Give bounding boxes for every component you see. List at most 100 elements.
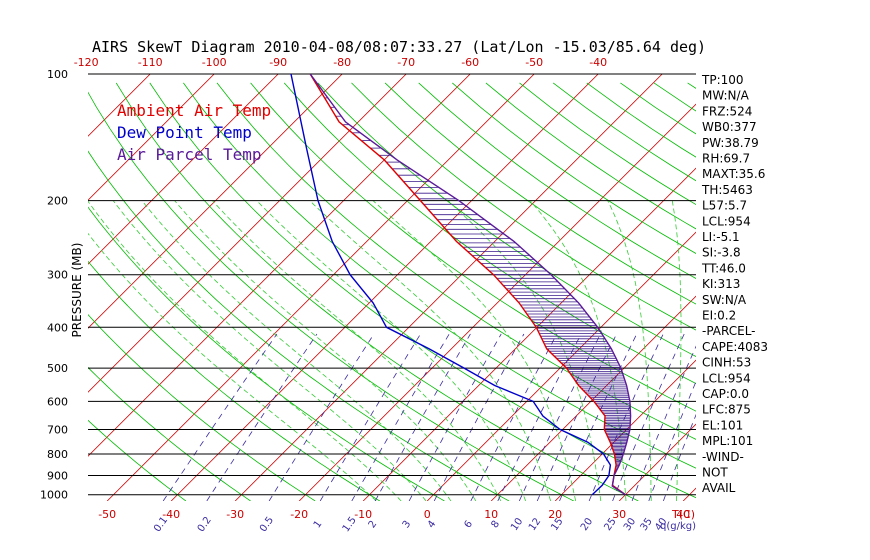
mixing-ratio-tick-label: 6 xyxy=(462,519,475,531)
dry-adiabat-line xyxy=(88,366,251,501)
legend: Ambient Air Temp Dew Point Temp Air Parc… xyxy=(117,101,271,164)
sounding-index-item: MW:N/A xyxy=(702,89,750,103)
pressure-tick-label: 100 xyxy=(47,68,68,81)
moist-adiabat-line xyxy=(256,200,527,501)
sounding-index-item: SI:-3.8 xyxy=(702,246,741,260)
legend-ambient-air-temp: Ambient Air Temp xyxy=(117,101,271,120)
mixing-ratio-line xyxy=(268,333,375,501)
sounding-index-item: WB0:377 xyxy=(702,120,757,134)
moist-adiabat-line xyxy=(88,232,377,501)
top-temp-tick-label: -110 xyxy=(138,56,163,69)
isotherm-line xyxy=(0,74,22,501)
sounding-index-item: L57:5.7 xyxy=(702,199,747,213)
bottom-temp-tick-label: 10 xyxy=(484,508,498,521)
legend-air-parcel-temp: Air Parcel Temp xyxy=(117,145,262,164)
dew-point-temp-line xyxy=(290,74,612,496)
mixing-ratio-line xyxy=(612,333,685,501)
dry-adiabat-line xyxy=(88,91,574,501)
mixing-ratio-line xyxy=(319,333,421,501)
dry-adiabat-line xyxy=(88,260,381,501)
top-temp-tick-label: -50 xyxy=(525,56,543,69)
mixing-ratio-line xyxy=(351,333,450,501)
isotherm-line xyxy=(88,74,471,457)
pressure-tick-label: 200 xyxy=(47,195,68,208)
moist-adiabat-line xyxy=(174,200,477,501)
pressure-tick-label: 600 xyxy=(47,395,68,408)
pressure-tick-label: 800 xyxy=(47,448,68,461)
bottom-temperature-ticks: -50 -40 -30 -20 -10 0 10 20 30 40 xyxy=(98,508,690,521)
dry-adiabat-line xyxy=(88,314,316,501)
bottom-temp-tick-label: -10 xyxy=(354,508,372,521)
pressure-tick-label: 300 xyxy=(47,269,68,282)
dry-adiabat-line xyxy=(183,82,696,469)
mixing-ratio-tick-label: 0.2 xyxy=(196,515,214,534)
pressure-tick-label: 400 xyxy=(47,321,68,334)
isotherm-line xyxy=(88,74,407,393)
sounding-index-item: TP:100 xyxy=(701,73,744,87)
dry-adiabat-line xyxy=(653,82,696,112)
isotherm-line xyxy=(88,74,215,201)
moist-adiabat-line xyxy=(309,200,552,501)
mixing-ratio-tick-label: 10 xyxy=(509,516,525,533)
isobar-lines xyxy=(88,73,696,496)
pressure-tick-label: 500 xyxy=(47,362,68,375)
temp-unit-label: T(C) xyxy=(671,508,695,521)
mixing-ratio-tick-label: 20 xyxy=(579,516,595,533)
bottom-temp-tick-label: -30 xyxy=(226,508,244,521)
top-temp-tick-label: -80 xyxy=(333,56,351,69)
mixing-ratio-tick-label: 3 xyxy=(401,519,414,531)
dry-adiabat-line xyxy=(88,419,187,501)
mixing-ratio-line xyxy=(663,413,696,501)
mixing-ratio-line xyxy=(374,333,471,501)
moist-adiabat-line xyxy=(607,200,652,501)
top-temp-tick-label: -120 xyxy=(74,56,99,69)
mixing-ratio-tick-label: 8 xyxy=(489,519,502,531)
sounding-index-item: CAPE:4083 xyxy=(702,340,768,354)
sounding-index-item: CAP:0.0 xyxy=(702,387,749,401)
moist-adiabat-line xyxy=(671,200,682,501)
mixing-ratio-tick-label: 2 xyxy=(367,519,380,531)
sounding-index-item: TH:5463 xyxy=(701,183,753,197)
top-temp-tick-label: -90 xyxy=(269,56,287,69)
moist-adiabat-line xyxy=(112,200,427,501)
sounding-index-item: EI:0.2 xyxy=(702,309,736,323)
pressure-tick-label: 1000 xyxy=(40,489,68,502)
isotherm-line xyxy=(88,74,343,329)
sounding-index-item: LI:-5.1 xyxy=(702,230,740,244)
bottom-temp-tick-label: -50 xyxy=(98,508,116,521)
mixing-ratio-line xyxy=(206,333,318,501)
bottom-temp-tick-label: 40 xyxy=(676,508,690,521)
sounding-index-item: LCL:954 xyxy=(702,214,751,228)
mixing-ratio-tick-label: 0.5 xyxy=(258,515,276,534)
legend-dew-point-temp: Dew Point Temp xyxy=(117,123,252,142)
moist-adiabat-line xyxy=(372,200,577,501)
mixing-ratio-line xyxy=(408,333,502,501)
ambient-air-temp-line xyxy=(309,74,626,496)
dry-adiabat-lines xyxy=(88,82,696,501)
dry-adiabat-line xyxy=(115,82,639,501)
top-temp-tick-label: -100 xyxy=(202,56,227,69)
top-temp-tick-label: -60 xyxy=(461,56,479,69)
moist-adiabat-line xyxy=(141,200,452,501)
mixing-ratio-line xyxy=(518,333,601,501)
pressure-tick-label: 700 xyxy=(47,424,68,437)
sounding-index-item: AVAIL xyxy=(702,481,736,495)
sounding-index-item: MPL:101 xyxy=(702,434,753,448)
isotherm-line xyxy=(490,295,696,501)
dry-adiabat-line xyxy=(88,206,445,501)
mixing-ratio-line xyxy=(648,380,696,501)
pressure-ticks: 100 200 300 400 500 600 700 800 900 1000 xyxy=(40,68,68,502)
sounding-index-item: -PARCEL- xyxy=(702,324,756,338)
moist-adiabat-line xyxy=(88,200,402,501)
dry-adiabat-line xyxy=(317,82,696,357)
isotherm-line xyxy=(88,74,279,265)
pressure-tick-label: 900 xyxy=(47,470,68,483)
dry-adiabat-line xyxy=(452,82,696,254)
top-temperature-ticks: -120 -110 -100 -90 -80 -70 -60 -50 -40 xyxy=(74,56,607,69)
mixing-ratio-line xyxy=(162,333,278,501)
bottom-temp-tick-label: 20 xyxy=(548,508,562,521)
moist-adiabat-lines xyxy=(88,200,682,501)
moist-adiabat-line xyxy=(529,200,627,501)
